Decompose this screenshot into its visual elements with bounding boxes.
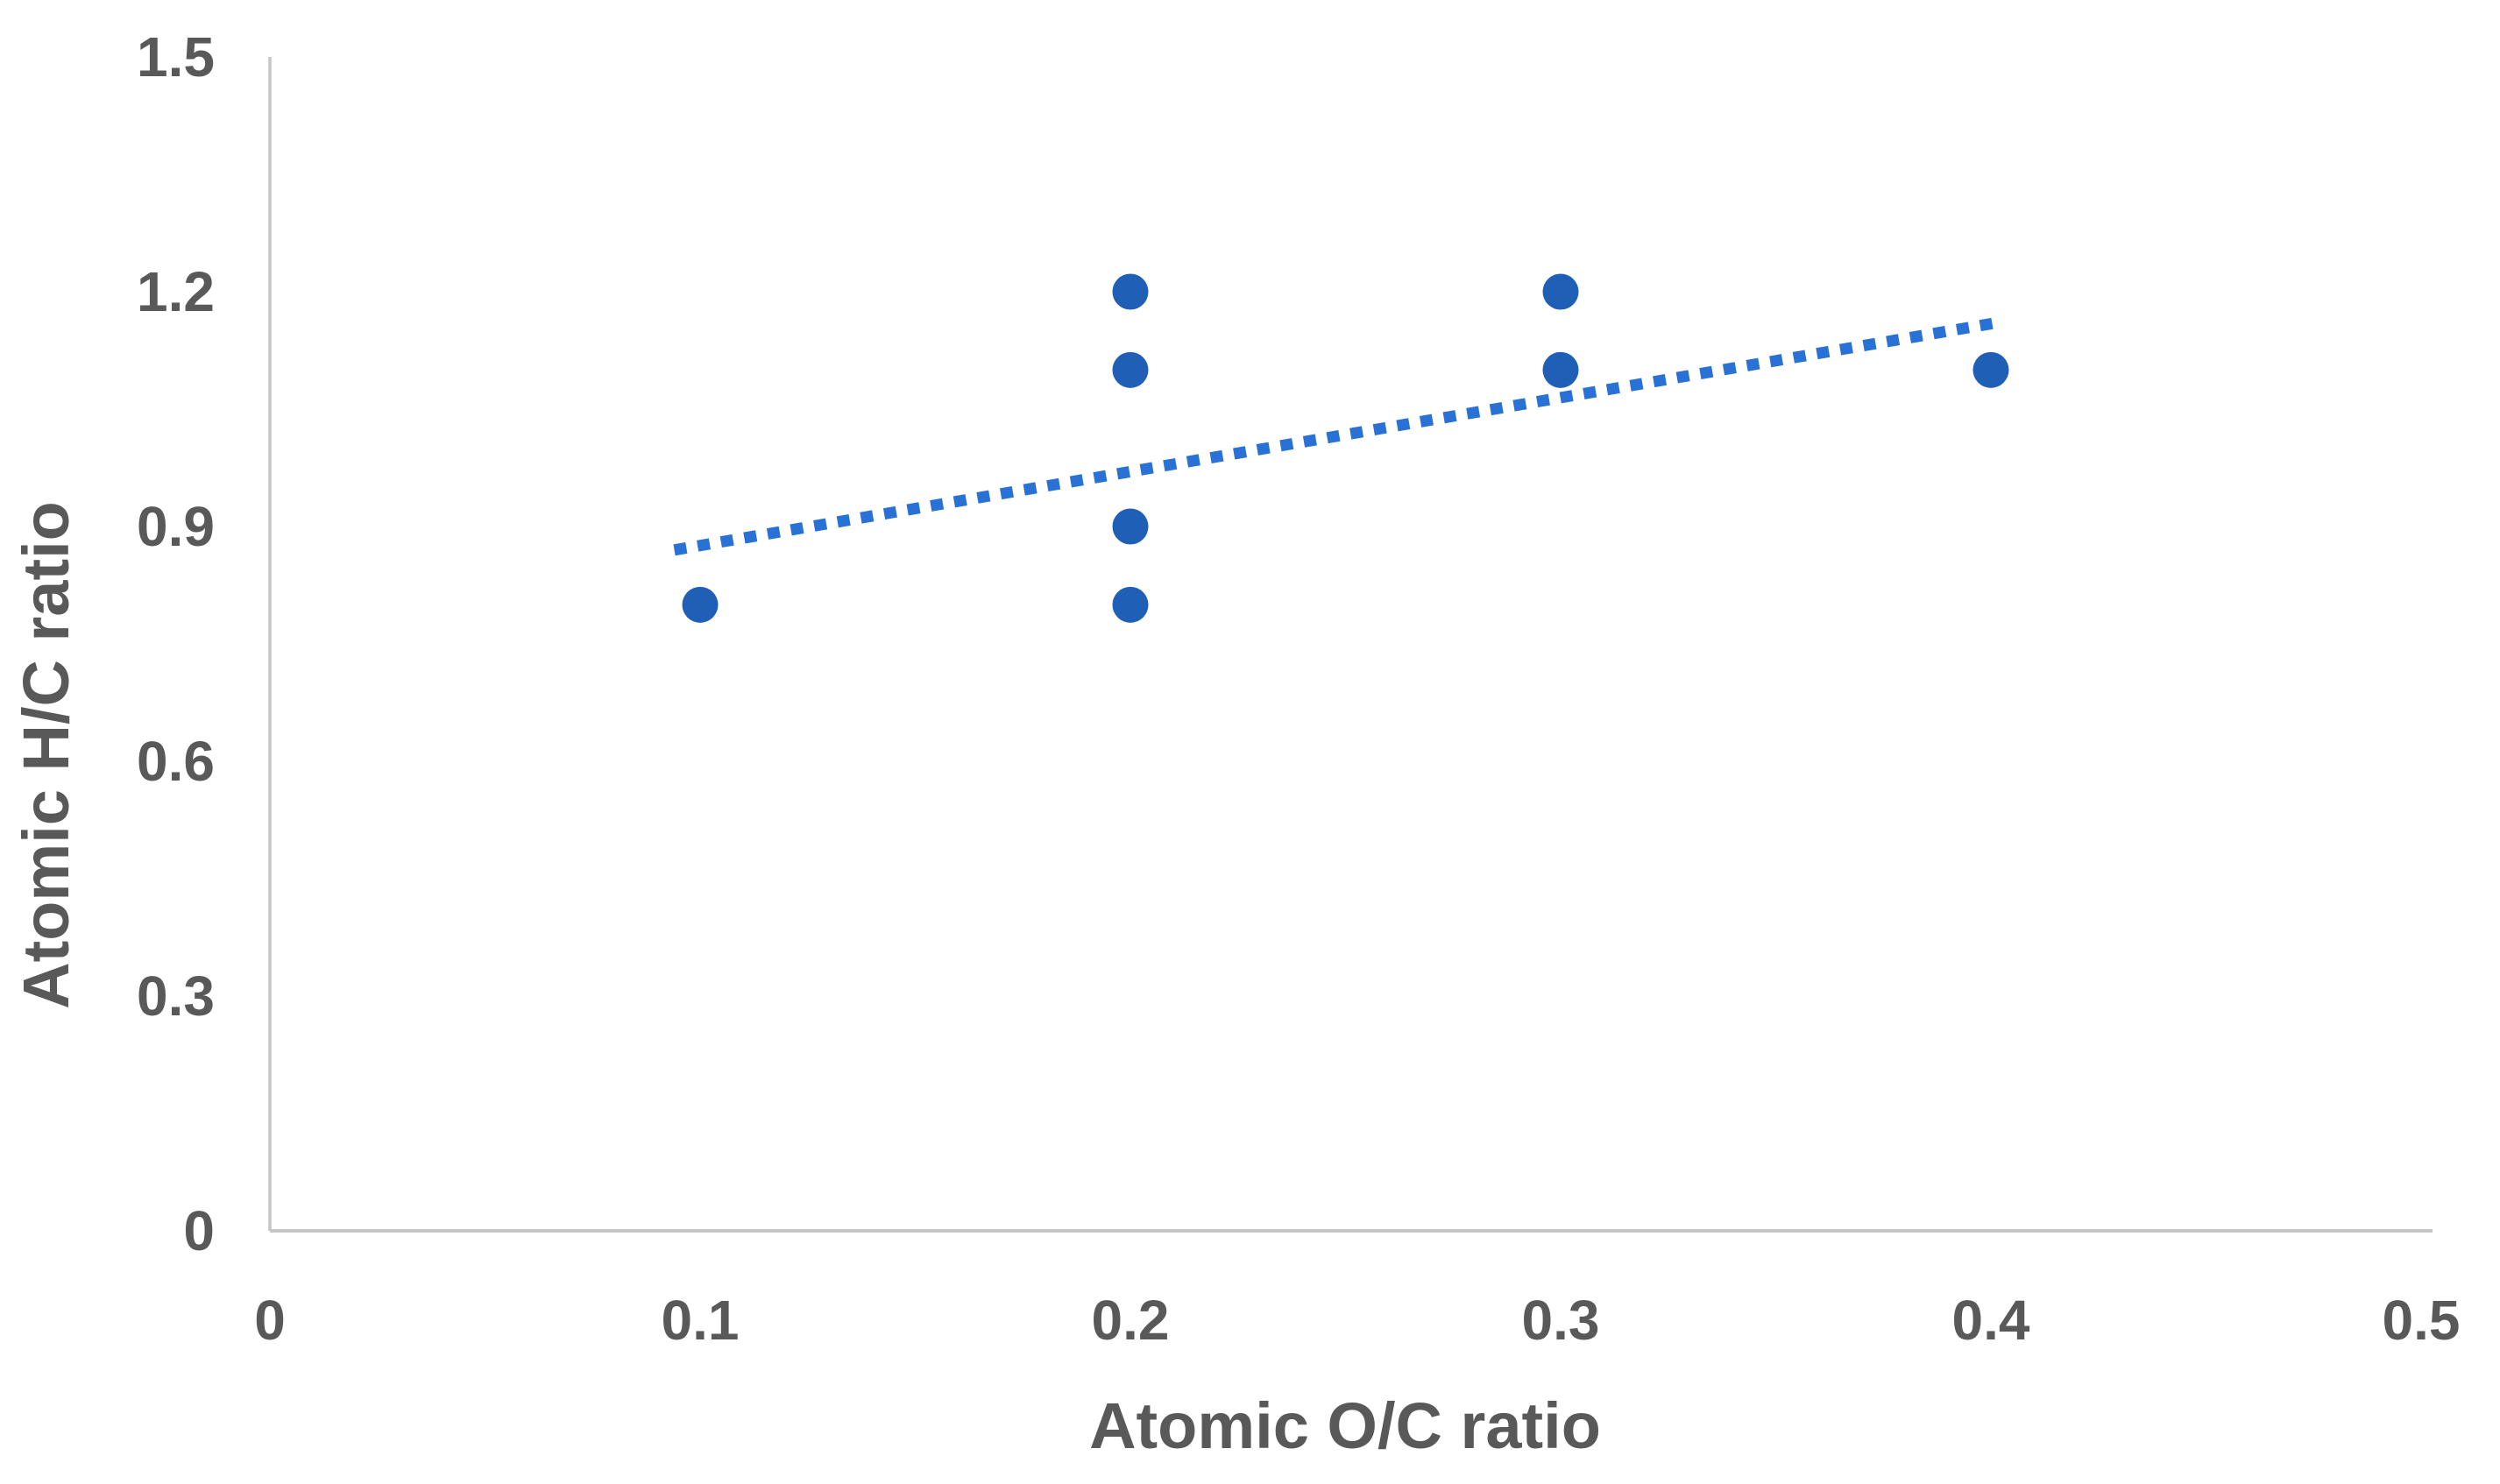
y-axis-tick-labels: 0 0.3 0.6 0.9 1.2 1.5: [137, 25, 215, 1262]
y-tick-label: 0.3: [137, 965, 215, 1028]
y-tick-label: 0: [183, 1199, 215, 1262]
trendline-dotted-line: [673, 317, 1997, 556]
x-tick-label: 0: [254, 1289, 286, 1352]
data-point: [1112, 586, 1149, 623]
y-tick-label: 1.5: [137, 25, 215, 88]
data-point: [1972, 351, 2009, 388]
x-axis-title: Atomic O/C ratio: [1089, 1389, 1601, 1462]
x-tick-label: 0.4: [1952, 1289, 2030, 1352]
y-tick-label: 1.2: [137, 260, 215, 323]
x-tick-label: 0.3: [1522, 1289, 1600, 1352]
y-tick-label: 0.6: [137, 730, 215, 793]
data-point: [1112, 508, 1149, 545]
data-point: [1542, 273, 1579, 310]
data-point: [1112, 273, 1149, 310]
y-tick-label: 0.9: [137, 495, 215, 558]
y-axis-title: Atomic H/C ratio: [10, 501, 82, 1009]
data-points: [682, 273, 2009, 623]
data-point: [1542, 351, 1579, 388]
data-point: [682, 586, 719, 623]
data-point: [1112, 351, 1149, 388]
x-tick-label: 0.2: [1092, 1289, 1170, 1352]
trendline: [673, 317, 1997, 556]
x-tick-label: 0.5: [2383, 1289, 2461, 1352]
x-tick-label: 0.1: [662, 1289, 740, 1352]
x-axis-tick-labels: 0 0.1 0.2 0.3 0.4 0.5: [254, 1289, 2460, 1352]
